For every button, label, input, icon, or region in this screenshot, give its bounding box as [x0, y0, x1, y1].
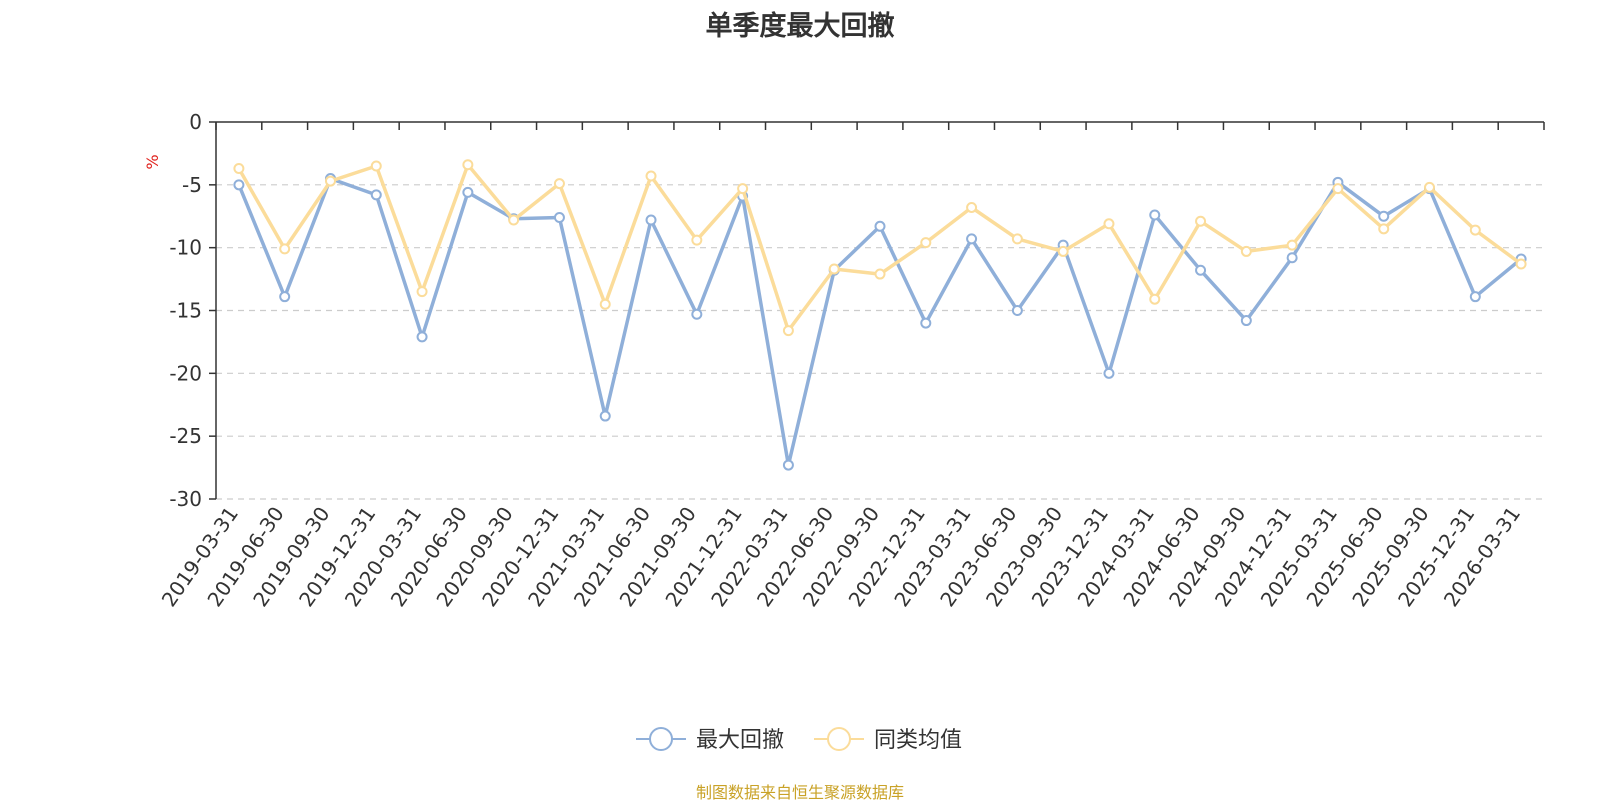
data-point	[920, 317, 932, 329]
data-point	[553, 212, 565, 224]
legend-marker	[649, 727, 673, 751]
data-point	[599, 410, 611, 422]
data-point	[1240, 315, 1252, 327]
data-point	[1469, 224, 1481, 236]
data-point	[966, 233, 978, 245]
data-point	[645, 170, 657, 182]
data-point	[1240, 245, 1252, 257]
data-point	[1378, 210, 1390, 222]
data-point	[1515, 258, 1527, 270]
data-point	[1149, 209, 1161, 221]
y-tick-label: -5	[182, 173, 202, 197]
data-point	[1286, 252, 1298, 264]
data-point	[874, 220, 886, 232]
data-point	[1195, 264, 1207, 276]
data-point	[1149, 293, 1161, 305]
data-point	[370, 189, 382, 201]
data-point	[1057, 245, 1069, 257]
series-1	[233, 173, 1527, 471]
grid-lines	[216, 184, 1544, 500]
data-point	[920, 237, 932, 249]
series-layer	[233, 159, 1527, 471]
data-point	[599, 298, 611, 310]
data-point	[737, 183, 749, 195]
chart-title: 单季度最大回撤	[705, 11, 895, 42]
legend-item-1[interactable]: 最大回撤	[636, 727, 784, 753]
y-tick-label: -20	[169, 361, 202, 385]
source-note: 制图数据来自恒生聚源数据库	[695, 783, 904, 802]
data-point	[1011, 305, 1023, 316]
data-point	[1332, 183, 1344, 195]
data-point	[782, 459, 794, 471]
data-point	[966, 201, 978, 213]
legend-item-2[interactable]: 同类均值	[814, 727, 962, 753]
legend-label: 最大回撤	[696, 728, 784, 753]
data-point	[462, 186, 474, 198]
data-point	[279, 291, 291, 303]
data-point	[691, 308, 703, 320]
legend-marker	[827, 727, 851, 751]
legend-label: 同类均值	[874, 728, 962, 753]
series-2	[233, 159, 1527, 337]
data-point	[874, 268, 886, 280]
legend[interactable]: 最大回撤 同类均值	[636, 727, 962, 753]
data-point	[508, 214, 520, 226]
data-point	[645, 214, 657, 226]
data-point	[1103, 367, 1115, 379]
data-point	[279, 243, 291, 255]
data-point	[416, 286, 428, 298]
y-tick-label: -30	[169, 487, 202, 511]
data-point	[1011, 233, 1023, 245]
y-tick-label: -15	[169, 299, 202, 323]
data-point	[1286, 239, 1298, 251]
data-point	[828, 263, 840, 275]
y-axis-label: %	[143, 154, 162, 169]
data-point	[370, 160, 382, 172]
y-tick-label: -25	[169, 424, 202, 448]
data-point	[462, 159, 474, 171]
data-point	[553, 178, 565, 190]
data-point	[324, 175, 336, 187]
y-tick-label: -10	[169, 236, 202, 260]
data-point	[1424, 181, 1436, 193]
data-point	[1103, 218, 1115, 230]
data-point	[233, 179, 245, 191]
data-point	[416, 331, 428, 343]
data-point	[1469, 291, 1481, 303]
y-tick-label: 0	[189, 110, 202, 134]
data-point	[1378, 223, 1390, 235]
data-point	[233, 162, 245, 174]
data-point	[1195, 215, 1207, 227]
data-point	[691, 234, 703, 246]
data-point	[782, 325, 794, 337]
